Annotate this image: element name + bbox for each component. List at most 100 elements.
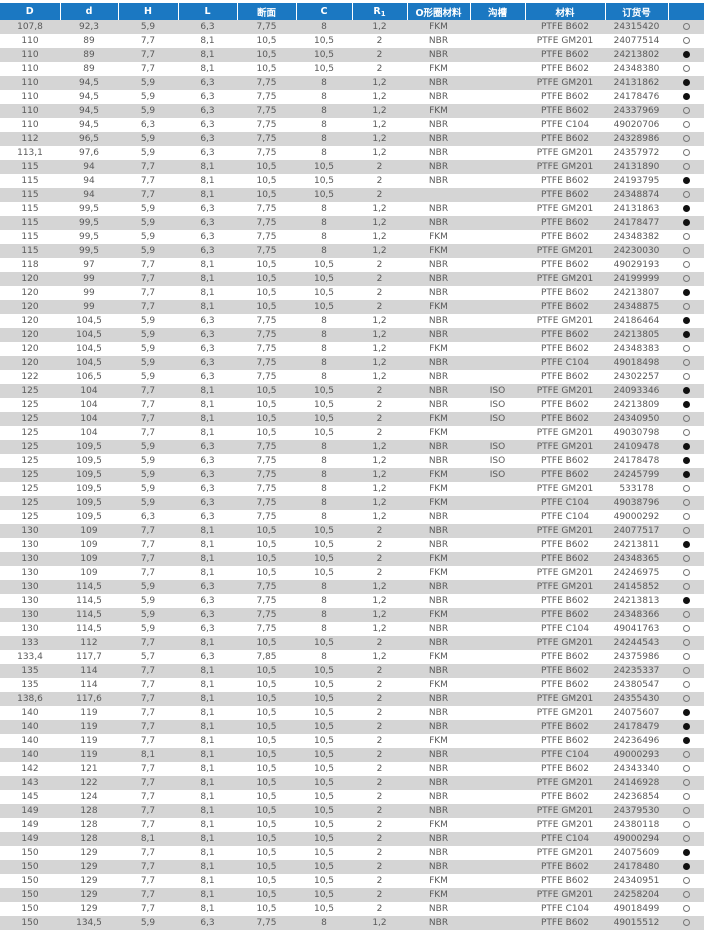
cell-oring-material: NBR	[428, 260, 449, 270]
cell-R1: 1,2	[372, 204, 387, 214]
cell-D: 140	[21, 736, 39, 746]
cell-d: 99	[83, 288, 95, 298]
cell-section: 10,5	[237, 860, 296, 874]
cell-C: 10,5	[296, 552, 352, 566]
cell-section: 10,5	[256, 176, 277, 186]
cell-order-no: 24235337	[605, 664, 668, 678]
cell-availability	[668, 636, 704, 650]
cell-section: 7,75	[256, 232, 277, 242]
cell-C: 10,5	[296, 664, 352, 678]
cell-H: 7,7	[118, 636, 178, 650]
cell-oring-material: NBR	[407, 384, 470, 398]
cell-material: PTFE C104	[540, 624, 590, 634]
filled-circle-icon	[682, 51, 690, 58]
cell-material: PTFE B602	[540, 288, 589, 298]
cell-section: 10,5	[237, 636, 296, 650]
cell-availability	[668, 76, 704, 90]
cell-oring-material: NBR	[407, 720, 470, 734]
hollow-circle-icon	[682, 653, 690, 660]
cell-D: 120	[0, 272, 60, 286]
cell-availability	[668, 216, 704, 230]
cell-oring-material: FKM	[407, 20, 470, 34]
filled-circle-icon	[682, 471, 690, 478]
cell-C: 10,5	[313, 848, 335, 858]
hollow-circle-icon	[682, 373, 690, 380]
cell-L: 8,1	[178, 776, 237, 790]
cell-D: 143	[0, 776, 60, 790]
cell-groove	[470, 874, 525, 888]
cell-section: 10,5	[237, 300, 296, 314]
table-row: 125 109,5 5,9 6,3 7,75 8 1,2 NBR ISO PTFE GM201 24…	[0, 440, 704, 454]
cell-section: 7,75	[256, 204, 277, 214]
cell-material: PTFE B602	[525, 48, 605, 62]
cell-groove	[470, 538, 525, 552]
cell-L: 6,3	[178, 468, 237, 482]
table-row: 110 94,5 6,3 6,3 7,75 8 1,2 NBR PTFE C104 4902070…	[0, 118, 704, 132]
cell-R1: 2	[352, 552, 407, 566]
cell-material: PTFE B602	[540, 596, 589, 606]
cell-R1: 1,2	[352, 916, 407, 930]
cell-groove	[470, 650, 525, 664]
cell-D: 115	[0, 188, 60, 202]
cell-C: 8	[321, 148, 327, 158]
cell-H: 7,7	[118, 384, 178, 398]
cell-availability	[668, 454, 704, 468]
cell-D: 142	[21, 764, 39, 774]
cell-availability	[668, 300, 704, 314]
cell-d: 109,5	[76, 456, 102, 466]
hollow-circle-icon	[682, 793, 690, 800]
hollow-circle-icon	[682, 527, 690, 534]
cell-material: PTFE GM201	[525, 160, 605, 174]
cell-oring-material: NBR	[407, 132, 470, 146]
cell-H: 7,7	[140, 64, 156, 74]
cell-L: 6,3	[178, 244, 237, 258]
cell-groove	[470, 762, 525, 776]
cell-R1: 1,2	[372, 512, 387, 522]
cell-d: 106,5	[76, 372, 102, 382]
cell-d: 94	[83, 176, 95, 186]
table-row: 130 109 7,7 8,1 10,5 10,5 2 NBR PTFE B602 2421381…	[0, 538, 704, 552]
hollow-circle-icon	[682, 513, 690, 520]
cell-D: 125	[21, 428, 39, 438]
cell-oring-material: NBR	[428, 512, 449, 522]
cell-section: 10,5	[256, 36, 277, 46]
table-row: 149 128 7,7 8,1 10,5 10,5 2 NBR PTFE GM201 243795…	[0, 804, 704, 818]
cell-C: 10,5	[296, 272, 352, 286]
hollow-circle-icon	[682, 569, 690, 576]
cell-groove	[470, 916, 525, 930]
cell-R1: 2	[352, 300, 407, 314]
cell-order-no: 24348365	[605, 552, 668, 566]
cell-section: 10,5	[256, 904, 277, 914]
cell-d: 89	[60, 48, 118, 62]
cell-H: 7,7	[140, 400, 156, 410]
cell-availability	[668, 776, 704, 790]
cell-R1: 2	[376, 820, 383, 830]
cell-H: 7,7	[140, 736, 156, 746]
cell-H: 5,9	[118, 76, 178, 90]
table-row: 120 104,5 5,9 6,3 7,75 8 1,2 NBR PTFE B602 242138…	[0, 328, 704, 342]
cell-L: 8,1	[200, 792, 215, 802]
cell-D: 107,8	[0, 20, 60, 34]
cell-H: 7,7	[118, 692, 178, 706]
cell-order-no: 24375986	[613, 652, 660, 662]
cell-section: 7,75	[237, 580, 296, 594]
cell-material: PTFE GM201	[536, 36, 594, 46]
cell-H: 7,7	[140, 568, 156, 578]
cell-H: 5,9	[140, 484, 156, 494]
table-row: 110 94,5 5,9 6,3 7,75 8 1,2 FKM PTFE B602 2433796…	[0, 104, 704, 118]
cell-oring-material: FKM	[407, 496, 470, 510]
cell-material: PTFE B602	[540, 792, 589, 802]
cell-L: 8,1	[200, 736, 215, 746]
table-row: 133 112 7,7 8,1 10,5 10,5 2 NBR PTFE GM201 242445…	[0, 636, 704, 650]
cell-C: 8	[321, 652, 327, 662]
cell-oring-material: NBR	[407, 160, 470, 174]
cell-L: 8,1	[200, 820, 215, 830]
hollow-circle-icon	[682, 149, 690, 156]
cell-d: 104	[60, 412, 118, 426]
cell-d: 99	[60, 300, 118, 314]
filled-circle-icon	[682, 849, 690, 856]
cell-material: PTFE GM201	[536, 568, 594, 578]
cell-d: 94,5	[60, 104, 118, 118]
cell-L: 6,3	[200, 624, 215, 634]
cell-order-no: 24178480	[605, 860, 668, 874]
